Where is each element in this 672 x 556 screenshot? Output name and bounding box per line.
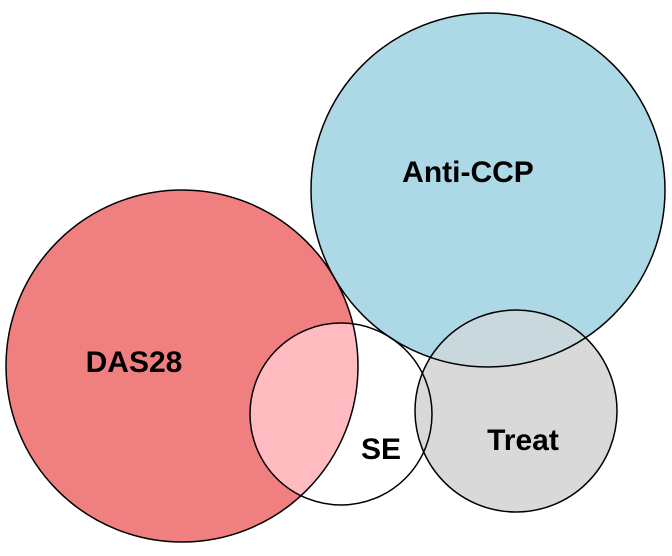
- se-outline: [249, 322, 433, 506]
- treat-label: Treat: [487, 424, 559, 457]
- das28-outline: [5, 189, 359, 543]
- anti-ccp-outline: [310, 12, 666, 368]
- se-label: SE: [361, 433, 401, 466]
- treat-outline: [414, 309, 618, 513]
- das28-label: DAS28: [86, 346, 183, 379]
- anti-ccp-circle: [311, 13, 665, 367]
- das28-se-overlap: [250, 323, 358, 505]
- anti-ccp-label: Anti-CCP: [402, 156, 534, 189]
